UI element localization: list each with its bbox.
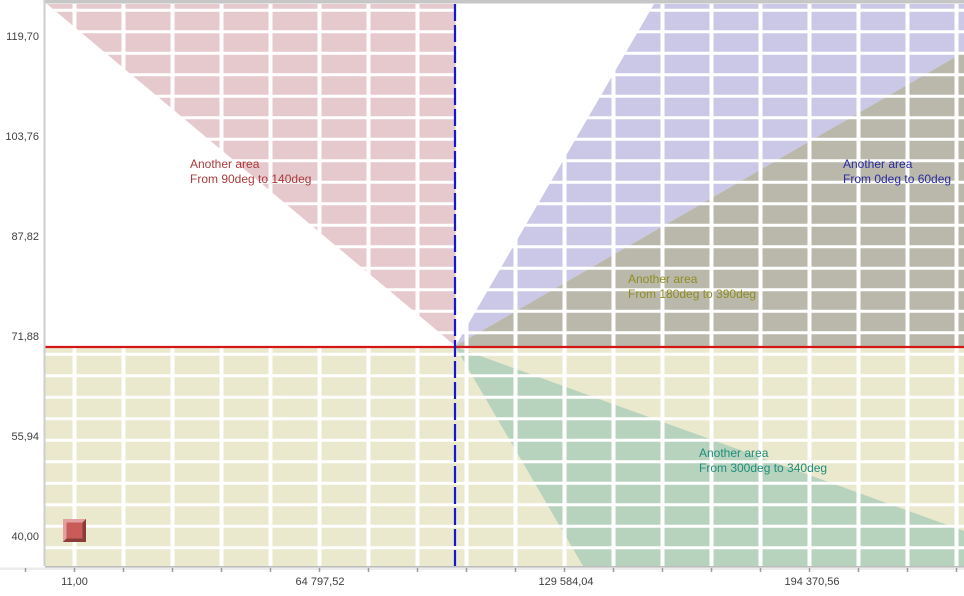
x-axis-ticks (10, 566, 964, 572)
area-label-180-390: Another area From 180deg to 390deg (628, 272, 756, 302)
plot-left-border (43, 0, 46, 566)
area-label-range: From 300deg to 340deg (699, 461, 828, 475)
x-tick-label: 129 584,04 (538, 576, 594, 588)
area-label-range: From 90deg to 140deg (190, 172, 312, 186)
y-tick-label: 103,76 (5, 131, 39, 143)
marker-face (63, 519, 86, 542)
area-label-title: Another area (190, 157, 260, 171)
y-tick-label: 119,70 (6, 31, 39, 43)
area-label-range: From 180deg to 390deg (628, 287, 757, 301)
area-label-0-60: Another area From 0deg to 60deg (843, 157, 951, 187)
plot-top-border (45, 0, 964, 4)
y-tick-label: 40,00 (11, 531, 39, 543)
area-label-title: Another area (699, 446, 769, 460)
area-label-300-340: Another area From 300deg to 340deg (699, 446, 827, 476)
x-tick-label: 11,00 (61, 576, 88, 588)
x-tick-label: 194 370,56 (784, 576, 840, 588)
area-label-90-140: Another area From 90deg to 140deg (190, 157, 311, 187)
marker-highlight (63, 519, 86, 542)
data-point-marker[interactable] (63, 519, 86, 542)
y-tick-label: 55,94 (11, 431, 39, 443)
y-tick-label: 87,82 (11, 231, 39, 243)
area-label-title: Another area (628, 272, 698, 286)
area-label-title: Another area (843, 157, 913, 171)
y-tick-label: 71,88 (11, 331, 39, 343)
x-tick-label: 64 797,52 (295, 576, 345, 588)
gridlines-overlay (45, 4, 964, 566)
area-label-range: From 0deg to 60deg (843, 172, 952, 186)
marker-shadow (63, 519, 86, 542)
